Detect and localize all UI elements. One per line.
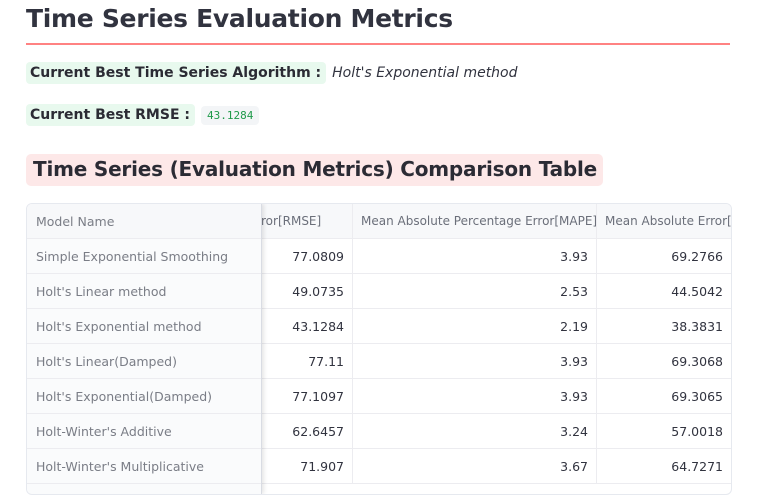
mape-cell[interactable]: 3.93: [353, 379, 597, 414]
title-divider: [26, 43, 730, 45]
rmse-cell[interactable]: 62.6457: [261, 414, 353, 449]
model-name-cell[interactable]: Holt's Exponential method: [27, 309, 261, 344]
model-name-cell[interactable]: Holt-Winter's Multiplicative: [27, 449, 261, 484]
rmse-cell[interactable]: 49.0735: [261, 274, 353, 309]
model-name-cell[interactable]: Holt-Winter's Additive: [27, 414, 261, 449]
comparison-table-title: Time Series (Evaluation Metrics) Compari…: [26, 154, 604, 186]
best-algorithm-value: Holt's Exponential method: [332, 65, 518, 81]
model-name-cell[interactable]: Holt's Exponential(Damped): [27, 379, 261, 414]
mae-cell[interactable]: 69.3068: [597, 344, 731, 379]
model-name-cell[interactable]: Holt's Linear(Damped): [27, 344, 261, 379]
page-title: Time Series Evaluation Metrics: [26, 4, 453, 33]
mape-cell[interactable]: 2.19: [353, 309, 597, 344]
rmse-cell[interactable]: 77.1097: [261, 379, 353, 414]
best-rmse-row: Current Best RMSE : 43.1284: [26, 104, 260, 126]
rmse-cell[interactable]: 77.0809: [261, 239, 353, 274]
header-mape[interactable]: Mean Absolute Percentage Error[MAPE]: [353, 204, 597, 239]
model-name-cell[interactable]: Simple Exponential Smoothing: [27, 239, 261, 274]
comparison-table[interactable]: ror[RMSE] Mean Absolute Percentage Error…: [26, 203, 732, 495]
rmse-cell[interactable]: 43.1284: [261, 309, 353, 344]
mae-cell[interactable]: 57.0018: [597, 414, 731, 449]
model-name-cell[interactable]: Holt's Linear method: [27, 274, 261, 309]
mae-cell[interactable]: 69.3065: [597, 379, 731, 414]
mae-cell[interactable]: 38.3831: [597, 309, 731, 344]
best-rmse-value: 43.1284: [200, 105, 260, 125]
mae-cell[interactable]: 44.5042: [597, 274, 731, 309]
mape-cell[interactable]: 3.93: [353, 239, 597, 274]
best-algorithm-row: Current Best Time Series Algorithm : Hol…: [26, 62, 518, 84]
best-algorithm-label: Current Best Time Series Algorithm :: [26, 62, 327, 84]
header-mae[interactable]: Mean Absolute Error[MAE]: [597, 204, 731, 239]
mae-cell[interactable]: 69.2766: [597, 239, 731, 274]
header-model-name[interactable]: Model Name: [27, 204, 261, 239]
mae-cell[interactable]: 64.7271: [597, 449, 731, 484]
best-rmse-label: Current Best RMSE :: [26, 104, 195, 126]
model-name-column: Model Name Simple Exponential Smoothing H…: [27, 204, 262, 494]
header-rmse[interactable]: ror[RMSE]: [261, 204, 353, 239]
rmse-cell[interactable]: 77.11: [261, 344, 353, 379]
mape-cell[interactable]: 3.67: [353, 449, 597, 484]
mape-cell[interactable]: 3.24: [353, 414, 597, 449]
mape-cell[interactable]: 2.53: [353, 274, 597, 309]
mape-cell[interactable]: 3.93: [353, 344, 597, 379]
rmse-cell[interactable]: 71.907: [261, 449, 353, 484]
